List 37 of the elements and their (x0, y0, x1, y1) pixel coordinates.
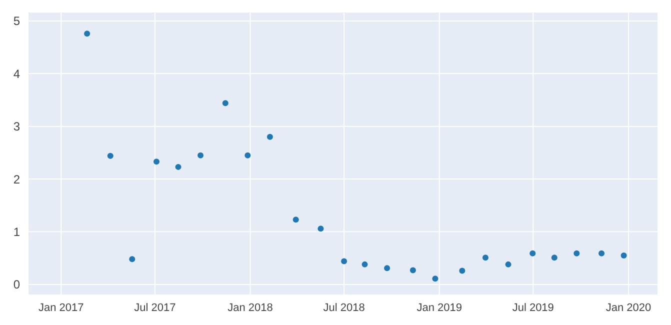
y-tick-label: 3 (13, 120, 20, 134)
point (459, 268, 466, 274)
x-tick-label: Jan 2018 (228, 302, 273, 314)
y-tick-label: 4 (13, 66, 20, 81)
point (341, 258, 348, 264)
y-tick-label: 2 (13, 172, 20, 186)
x-tick-label: Jan 2017 (38, 302, 84, 314)
y-tick-label: 0 (13, 278, 20, 292)
point (222, 100, 228, 106)
point (84, 30, 90, 37)
point (266, 134, 273, 140)
point (292, 216, 299, 223)
point (198, 152, 204, 158)
x-tick-label: Jul 2019 (512, 302, 554, 314)
point (574, 250, 580, 256)
y-tick-label: 5 (13, 14, 20, 28)
point (598, 250, 605, 256)
x-tick-label: Jan 2019 (416, 302, 462, 314)
point (107, 152, 114, 159)
point (551, 254, 558, 261)
point (153, 158, 160, 165)
point (318, 226, 324, 232)
point (620, 252, 627, 258)
point (505, 261, 512, 268)
point (432, 276, 438, 282)
point (129, 256, 136, 262)
point (530, 250, 536, 256)
point (384, 265, 390, 272)
x-tick-label: Jul 2018 (323, 302, 365, 314)
x-tick-label: Jul 2017 (134, 302, 176, 314)
x-tick-label: Jan 2020 (606, 302, 652, 314)
point (362, 261, 368, 268)
point (410, 267, 416, 274)
y-tick-label: 1 (13, 225, 20, 240)
point (175, 164, 182, 170)
point (244, 152, 251, 158)
point (482, 254, 488, 261)
